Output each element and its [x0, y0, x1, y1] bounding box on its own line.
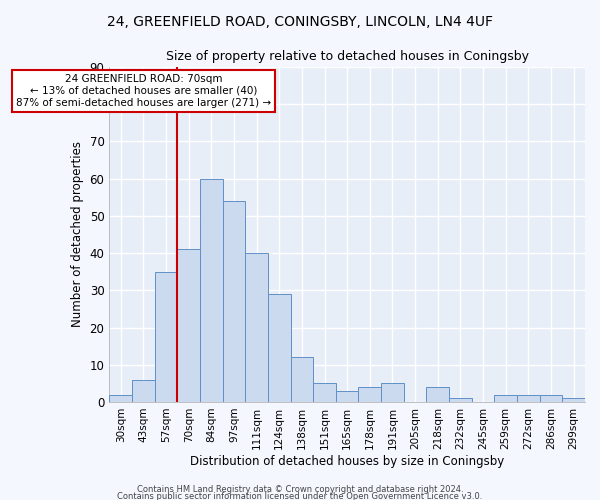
Bar [336, 391, 358, 402]
Bar [177, 250, 200, 402]
Bar [245, 253, 268, 402]
Bar [517, 394, 539, 402]
Bar [290, 358, 313, 402]
Bar [132, 380, 155, 402]
Bar [313, 384, 336, 402]
Bar [562, 398, 585, 402]
Bar [539, 394, 562, 402]
Bar [494, 394, 517, 402]
Bar [268, 294, 290, 402]
Text: Contains HM Land Registry data © Crown copyright and database right 2024.: Contains HM Land Registry data © Crown c… [137, 486, 463, 494]
Text: 24, GREENFIELD ROAD, CONINGSBY, LINCOLN, LN4 4UF: 24, GREENFIELD ROAD, CONINGSBY, LINCOLN,… [107, 15, 493, 29]
Bar [449, 398, 472, 402]
Title: Size of property relative to detached houses in Coningsby: Size of property relative to detached ho… [166, 50, 529, 63]
Bar [381, 384, 404, 402]
X-axis label: Distribution of detached houses by size in Coningsby: Distribution of detached houses by size … [190, 454, 504, 468]
Text: 24 GREENFIELD ROAD: 70sqm
← 13% of detached houses are smaller (40)
87% of semi-: 24 GREENFIELD ROAD: 70sqm ← 13% of detac… [16, 74, 271, 108]
Text: Contains public sector information licensed under the Open Government Licence v3: Contains public sector information licen… [118, 492, 482, 500]
Bar [200, 178, 223, 402]
Bar [223, 201, 245, 402]
Y-axis label: Number of detached properties: Number of detached properties [71, 142, 84, 328]
Bar [427, 387, 449, 402]
Bar [109, 394, 132, 402]
Bar [155, 272, 177, 402]
Bar [358, 387, 381, 402]
